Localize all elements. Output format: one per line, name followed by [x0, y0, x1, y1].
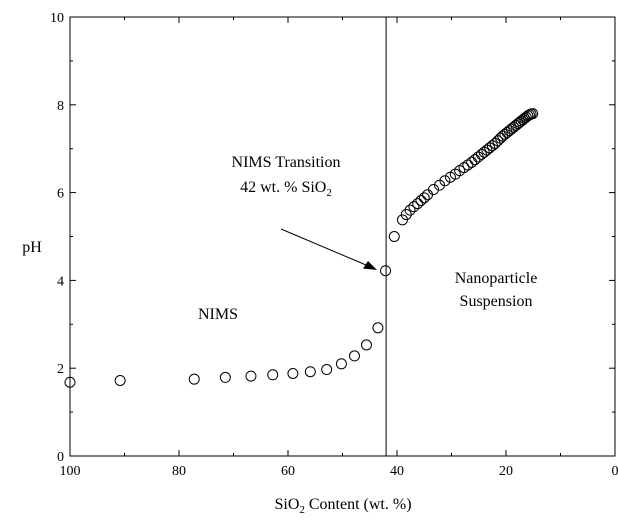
annotation-suspension-line2: Suspension — [460, 293, 533, 310]
data-point — [335, 358, 347, 370]
axis-tick-labels: 100 80 60 40 20 0 0 2 4 6 8 10 — [50, 11, 618, 479]
data-point — [321, 364, 333, 376]
plot-frame — [69, 16, 616, 457]
data-point — [388, 231, 400, 242]
y-tick-label-3: 6 — [57, 187, 64, 202]
data-point — [469, 154, 481, 166]
x-tick-label-5: 0 — [612, 464, 618, 479]
x-axis-label: SiO2 Content (wt. %) — [274, 496, 411, 516]
data-point — [114, 374, 126, 386]
y-tick-label-5: 10 — [50, 11, 64, 26]
annotation-transition-line1: NIMS Transition — [232, 154, 341, 171]
axis-ticks — [69, 16, 616, 457]
data-point — [422, 189, 434, 201]
annotation-nims: NIMS — [198, 306, 238, 323]
x-tick-label-3: 40 — [390, 464, 404, 479]
data-point — [188, 373, 200, 385]
data-point — [360, 339, 372, 351]
data-point — [495, 132, 507, 144]
x-tick-label-4: 20 — [499, 464, 513, 479]
y-tick-label-2: 4 — [57, 274, 64, 289]
data-point — [348, 350, 360, 362]
data-point — [219, 371, 231, 383]
x-tick-label-1: 80 — [172, 464, 186, 479]
data-point — [527, 108, 539, 120]
data-point — [408, 201, 420, 213]
annotation-arrow-shaft — [280, 228, 367, 266]
annotation-transition-line2: 42 wt. % SiO2 — [240, 179, 332, 199]
data-point — [380, 265, 392, 277]
x-axis-label-rest: Content (wt. %) — [305, 496, 412, 513]
x-axis-label-sub: 2 — [299, 504, 305, 516]
annotation-transition-line2-sub: 2 — [326, 187, 332, 199]
data-point — [267, 369, 279, 381]
data-point — [304, 366, 316, 378]
data-point — [372, 322, 384, 334]
data-point — [462, 159, 474, 171]
data-point — [412, 198, 424, 210]
data-point — [415, 195, 427, 207]
x-tick-label-0: 100 — [60, 464, 81, 479]
data-point — [64, 376, 76, 388]
annotation-arrow-head — [363, 261, 377, 270]
x-axis-label-main: SiO — [274, 496, 299, 513]
data-point — [287, 367, 299, 379]
x-tick-label-2: 60 — [281, 464, 295, 479]
y-tick-label-0: 0 — [57, 450, 64, 465]
y-axis-label: pH — [22, 239, 42, 256]
data-point — [245, 370, 257, 382]
data-point — [458, 162, 470, 174]
data-points — [64, 108, 539, 388]
annotation-suspension-line1: Nanoparticle — [455, 270, 538, 287]
data-point — [418, 192, 430, 204]
y-tick-label-4: 8 — [57, 99, 64, 114]
data-point — [404, 204, 416, 216]
data-point — [439, 175, 451, 187]
annotation-transition-line2-main: 42 wt. % SiO — [240, 179, 326, 196]
y-tick-label-1: 2 — [57, 362, 64, 377]
data-point — [428, 184, 440, 196]
